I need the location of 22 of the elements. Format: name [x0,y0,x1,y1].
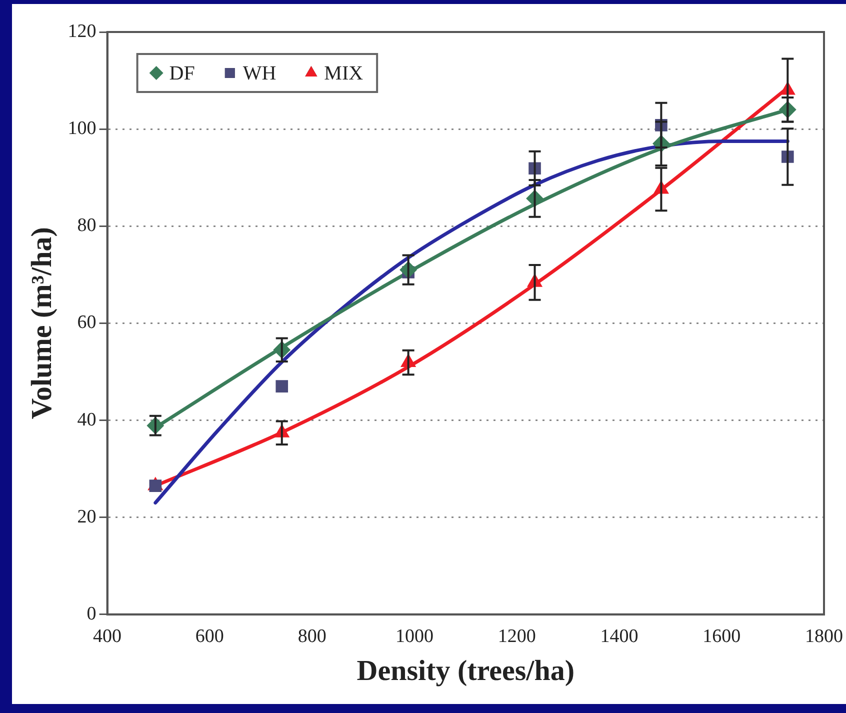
x-tick-label: 1800 [805,626,843,647]
y-tick-label: 120 [68,20,96,42]
y-tick-label: 60 [77,312,96,334]
legend-label: MIX [324,62,364,84]
x-tick-label: 1600 [702,626,741,647]
y-tick-label: 0 [86,603,96,624]
legend-label: WH [242,62,276,84]
x-tick-label: 400 [93,626,122,647]
x-axis-title: Density (trees/ha) [356,655,575,688]
x-tick-label: 600 [195,626,224,647]
legend-label: DF [169,62,195,84]
point [276,380,288,392]
y-tick-label: 80 [77,215,96,236]
y-tick-label: 40 [77,409,96,430]
y-axis-title: Volume (m³/ha) [26,227,58,420]
x-tick-label: 800 [298,626,326,647]
y-tick-label: 20 [77,506,96,528]
x-tick-label: 1000 [395,626,434,647]
x-tick-label: 1400 [600,626,638,647]
y-tick-label: 100 [68,118,96,140]
x-tick-label: 1200 [498,626,536,647]
point [149,480,162,492]
